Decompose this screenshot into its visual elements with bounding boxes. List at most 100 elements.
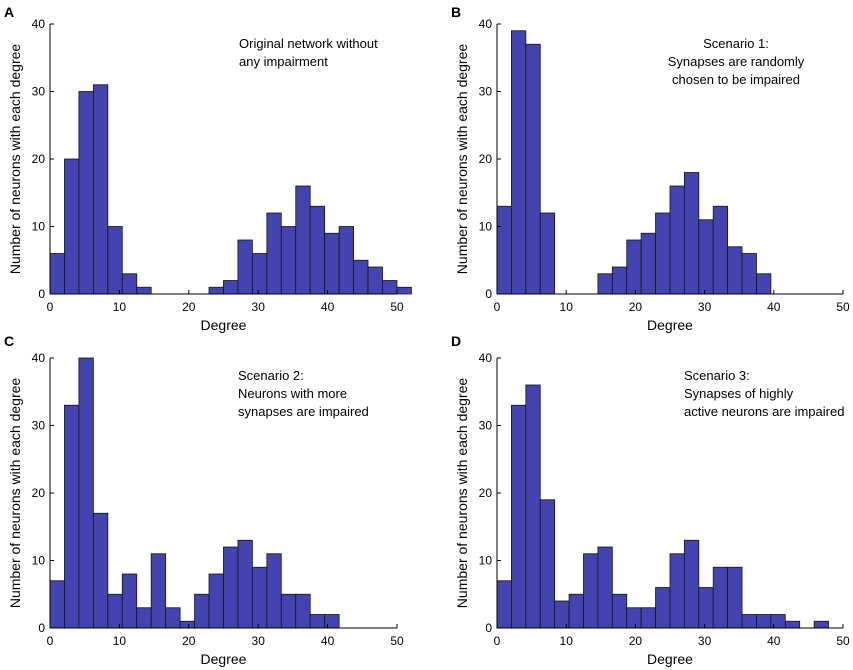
panel-a-bar [237, 239, 253, 295]
panel-b-y-tick-label: 10 [479, 220, 493, 234]
panel-a-bar [396, 286, 412, 295]
panel-c-y-tick-label: 0 [38, 621, 45, 635]
panel-a-y-tick-label: 40 [32, 17, 46, 31]
panel-c-x-tick-label: 20 [182, 634, 196, 648]
panel-d-x-tick-label: 20 [629, 634, 643, 648]
panel-c-annotation-line: Scenario 2: [238, 368, 304, 383]
panel-b-x-tick-label: 40 [767, 300, 781, 314]
panel-b-bar [539, 212, 556, 295]
panel-d-annotation-line: Synapses of highly [684, 386, 794, 401]
panel-a-x-tick-label: 0 [47, 300, 54, 314]
panel-b-y-tick-label: 20 [479, 152, 493, 166]
panel-a-bar [295, 185, 311, 295]
panel-b-y-axis-title: Number of neurons with each degree [454, 44, 470, 275]
panel-c-y-axis-title: Number of neurons with each degree [7, 378, 23, 609]
panel-a-bar [382, 280, 398, 295]
panel-d-bar [626, 607, 642, 629]
panel-d-bar [525, 384, 541, 629]
panel-c-bar [78, 357, 94, 629]
panel-a-y-tick-label: 0 [38, 287, 45, 301]
panel-c-bar [64, 404, 80, 629]
panel-a-x-axis-title: Degree [201, 317, 247, 333]
panel-b-x-tick-label: 20 [629, 300, 643, 314]
panel-a-bar [367, 266, 383, 295]
panel-b-bar [496, 205, 512, 295]
panel-a-bar [136, 286, 152, 295]
panel-c-x-tick-label: 30 [252, 634, 266, 648]
panel-d-letter: D [451, 333, 461, 349]
panel-d-bar [640, 607, 656, 629]
panel-b-bar [712, 205, 729, 295]
panel-c-letter: C [4, 333, 14, 349]
panel-a-annotation-line: any impairment [239, 54, 328, 69]
panel-d-bar [770, 614, 786, 629]
panel-d-bar [539, 499, 556, 629]
panel-d-bar [655, 587, 671, 629]
panel-d-bar [727, 566, 743, 629]
panel-c-x-tick-label: 0 [47, 634, 54, 648]
panel-c-x-axis-title: Degree [201, 651, 247, 667]
panel-b-x-tick-label: 10 [560, 300, 574, 314]
panel-c-bar [121, 573, 138, 629]
panel-b-x-tick-label: 50 [836, 300, 850, 314]
panel-c-bar [179, 620, 195, 629]
panel-c-y-tick-label: 10 [32, 554, 46, 568]
panel-d-x-axis-title: Degree [647, 651, 693, 667]
panel-c-bar [251, 566, 268, 629]
panel-a-bar [64, 158, 80, 295]
panel-c-annotation-line: Neurons with more [238, 386, 347, 401]
panel-a-bar [49, 253, 65, 295]
panel-d-y-tick-label: 10 [479, 554, 493, 568]
panel-d-y-tick-label: 20 [479, 486, 493, 500]
panel-c-y-tick-label: 30 [32, 419, 46, 433]
panel-c-bar [280, 593, 297, 629]
panel-a-bar [266, 212, 282, 295]
panel-d-bar [712, 566, 729, 629]
panel-a-bar [107, 226, 123, 295]
panel-d-x-tick-label: 30 [698, 634, 712, 648]
panel-c-bar [309, 614, 326, 629]
panel-d-bar [554, 600, 570, 629]
panel-a-bar [223, 280, 239, 295]
panel-d-x-tick-label: 40 [767, 634, 781, 648]
panel-d-bar [597, 546, 613, 629]
panel-c-bar [136, 607, 152, 629]
panel-d-bar [756, 614, 772, 629]
panel-a-bar [121, 273, 138, 295]
panel-b-x-tick-label: 0 [494, 300, 501, 314]
panel-c-bar [194, 593, 210, 629]
panel-c-annotation-line: synapses are impaired [238, 404, 369, 419]
panel-b-y-tick-label: 0 [485, 287, 492, 301]
panel-a-letter: A [4, 4, 14, 20]
panel-d-bar [813, 620, 829, 629]
panel-a-x-tick-label: 10 [113, 300, 127, 314]
panel-a-x-tick-label: 30 [252, 300, 266, 314]
panel-c-bar [165, 607, 181, 629]
panel-c-bar [107, 593, 123, 629]
panel-a-bar [208, 286, 224, 295]
panel-a-bar [353, 259, 369, 295]
panel-d-bar [669, 553, 685, 629]
panel-d-annotation-line: Scenario 3: [684, 368, 750, 383]
panel-d-bar [583, 553, 599, 629]
panel-a-y-axis-title: Number of neurons with each degree [7, 44, 23, 275]
panel-a-y-tick-label: 30 [32, 85, 46, 99]
panel-d-y-axis-title: Number of neurons with each degree [454, 378, 470, 609]
panel-b-bar [741, 253, 757, 295]
panel-b-annotation-line: Synapses are randomly [668, 54, 805, 69]
panel-c-x-tick-label: 10 [113, 634, 127, 648]
panel-a-bar [92, 84, 109, 295]
panel-a-x-tick-label: 20 [182, 300, 196, 314]
panel-d-bar [683, 539, 700, 629]
panel-d-x-tick-label: 10 [560, 634, 574, 648]
panel-b-y-tick-label: 30 [479, 85, 493, 99]
panel-b-bar [597, 273, 613, 295]
panel-b-x-tick-label: 30 [698, 300, 712, 314]
panel-d-bar [741, 614, 757, 629]
panel-a-bar [324, 232, 340, 295]
panel-b-bar [669, 185, 685, 295]
panel-c-bar [92, 512, 109, 629]
panel-d-y-tick-label: 40 [479, 351, 493, 365]
panel-a-y-tick-label: 10 [32, 220, 46, 234]
